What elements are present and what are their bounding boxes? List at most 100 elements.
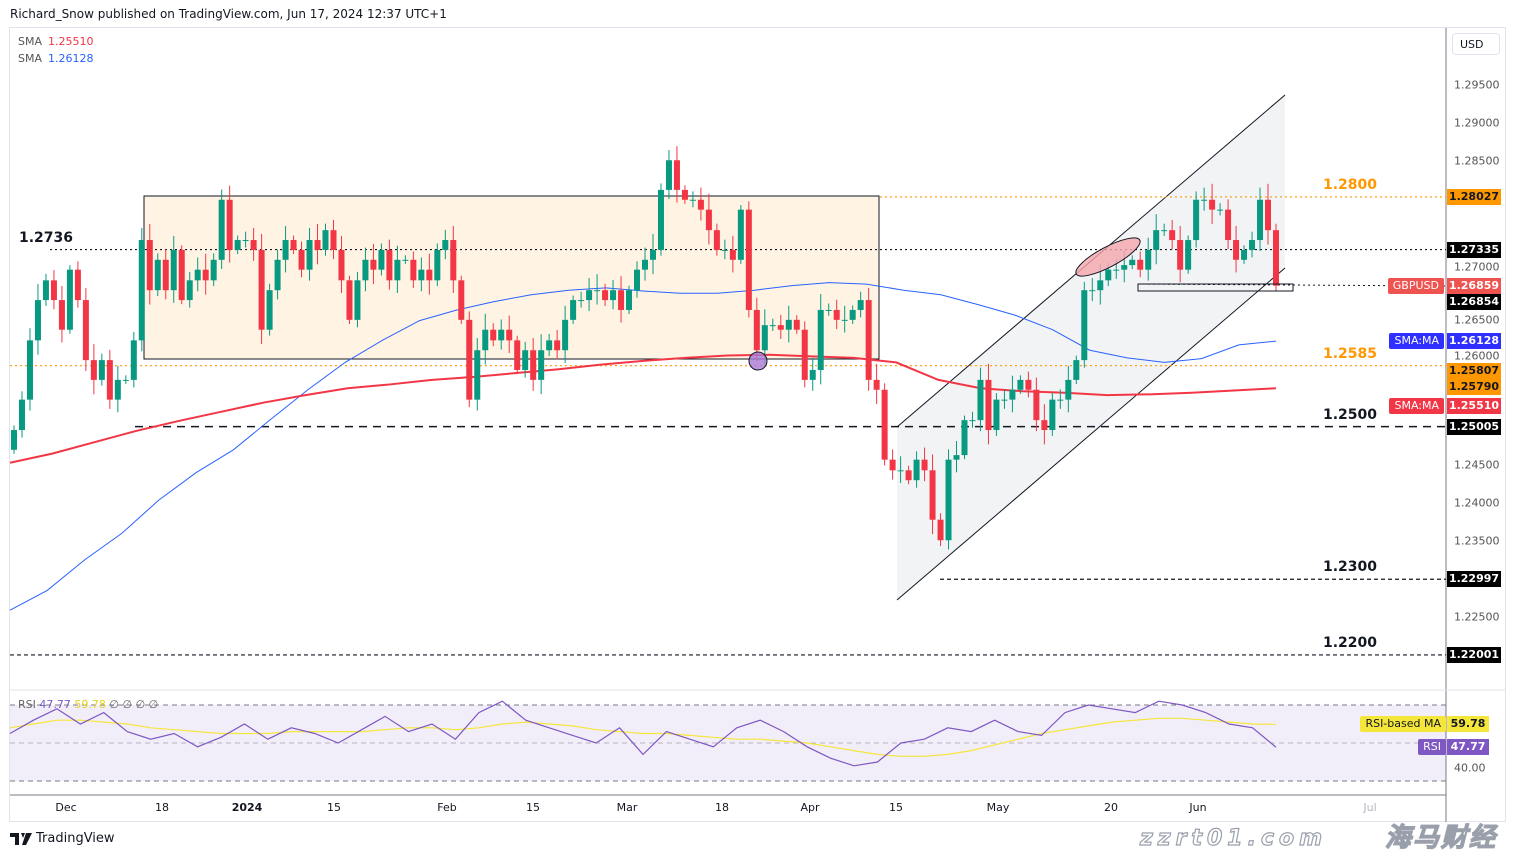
candle-body: [929, 470, 936, 520]
candle-body: [154, 259, 161, 291]
candle-body: [58, 300, 65, 330]
candle-body: [881, 389, 888, 460]
candle: [1169, 219, 1176, 250]
candle-body: [801, 329, 808, 380]
candle-body: [122, 379, 129, 381]
candle: [170, 235, 177, 303]
price-axis-tick: 1.26000: [1454, 349, 1500, 363]
time-axis-tick: Jul: [1363, 801, 1377, 814]
candle: [729, 235, 736, 273]
legend-sma-red[interactable]: SMA 1.25510: [18, 35, 94, 48]
candle: [1201, 187, 1208, 211]
candle-body: [937, 519, 944, 541]
candle-body: [386, 249, 393, 281]
candle: [314, 224, 321, 265]
candle-body: [1025, 379, 1032, 390]
candle: [610, 279, 617, 310]
channel-lower-line: [896, 267, 1286, 601]
candle: [290, 235, 297, 255]
time-axis-tick: Mar: [616, 801, 638, 814]
candle: [993, 393, 1000, 436]
tradingview-logo[interactable]: TradingView: [10, 831, 115, 846]
candle: [745, 201, 752, 318]
candle: [673, 146, 680, 203]
candle: [1161, 223, 1168, 236]
channel-fill: [897, 95, 1285, 600]
level-label: 1.2800: [1323, 176, 1378, 193]
candle-body: [66, 269, 73, 330]
candle-body: [98, 360, 105, 380]
rsi-badge-tag: RSI: [1418, 739, 1446, 755]
candle: [410, 251, 417, 288]
candle: [857, 291, 864, 318]
candle-body: [498, 329, 505, 341]
candle: [362, 247, 369, 292]
candle: [514, 335, 521, 375]
candle: [905, 465, 912, 485]
candle: [1249, 231, 1256, 258]
candle: [937, 513, 944, 547]
rsi-axis-label: 40.00: [1454, 761, 1486, 775]
candle-body: [841, 319, 848, 321]
candle: [234, 235, 241, 255]
candle: [346, 275, 353, 324]
candle: [618, 276, 625, 323]
candle-body: [90, 360, 97, 380]
rsi-extra: ∅: [135, 698, 146, 711]
candle-body: [913, 459, 920, 481]
candle-body: [34, 300, 41, 341]
candle: [817, 294, 824, 385]
legend-label: SMA: [18, 35, 42, 48]
candle-body: [857, 300, 864, 310]
candle: [985, 363, 992, 445]
candle-body: [1137, 259, 1144, 270]
rsi-legend-value: 47.77: [39, 698, 71, 711]
candle: [1065, 365, 1072, 413]
candle-body: [450, 240, 457, 281]
candle: [522, 341, 529, 378]
price-badge-tag: SMA:MA: [1389, 397, 1444, 414]
legend-value: 1.25510: [48, 35, 94, 48]
candle-body: [578, 300, 585, 302]
candle-body: [697, 199, 704, 210]
candle: [785, 305, 792, 343]
rsi-legend[interactable]: RSI 47.77 59.78 ∅ ∅ ∅ ∅: [18, 698, 158, 711]
candle-body: [234, 240, 241, 250]
candle: [11, 425, 17, 454]
candle: [889, 449, 896, 480]
candle: [1153, 214, 1160, 265]
candle-body: [290, 240, 297, 250]
candle-body: [1161, 230, 1168, 232]
candle: [793, 315, 800, 334]
candle-body: [1057, 399, 1064, 401]
candle-body: [1121, 265, 1128, 270]
legend-sma-blue[interactable]: SMA 1.26128: [18, 52, 94, 65]
rsi-badge-tag: RSI-based MA: [1360, 716, 1446, 732]
candle: [506, 315, 513, 354]
candle-body: [713, 230, 720, 250]
price-badge: 1.25807: [1447, 362, 1501, 379]
candle-body: [945, 459, 952, 541]
candle: [1041, 404, 1048, 445]
candle: [490, 323, 497, 347]
price-badge: 1.22001: [1447, 646, 1501, 663]
candle-body: [809, 370, 816, 380]
sma-blue-line: [9, 282, 1277, 611]
candle-body: [777, 325, 784, 330]
currency-button[interactable]: USD: [1452, 33, 1500, 55]
candle-body: [897, 470, 904, 472]
candle-body: [889, 459, 896, 471]
candle-body: [274, 259, 281, 291]
rsi-extra: ∅: [109, 698, 119, 711]
candle-body: [1193, 199, 1200, 241]
candle-body: [546, 340, 553, 351]
candle: [26, 328, 33, 411]
candle-body: [1041, 420, 1048, 431]
candle-body: [186, 280, 193, 301]
time-axis-tick: Jun: [1189, 801, 1207, 814]
candle: [1009, 375, 1016, 413]
candle-body: [729, 249, 736, 260]
candle-body: [138, 240, 145, 341]
candle: [274, 249, 281, 300]
